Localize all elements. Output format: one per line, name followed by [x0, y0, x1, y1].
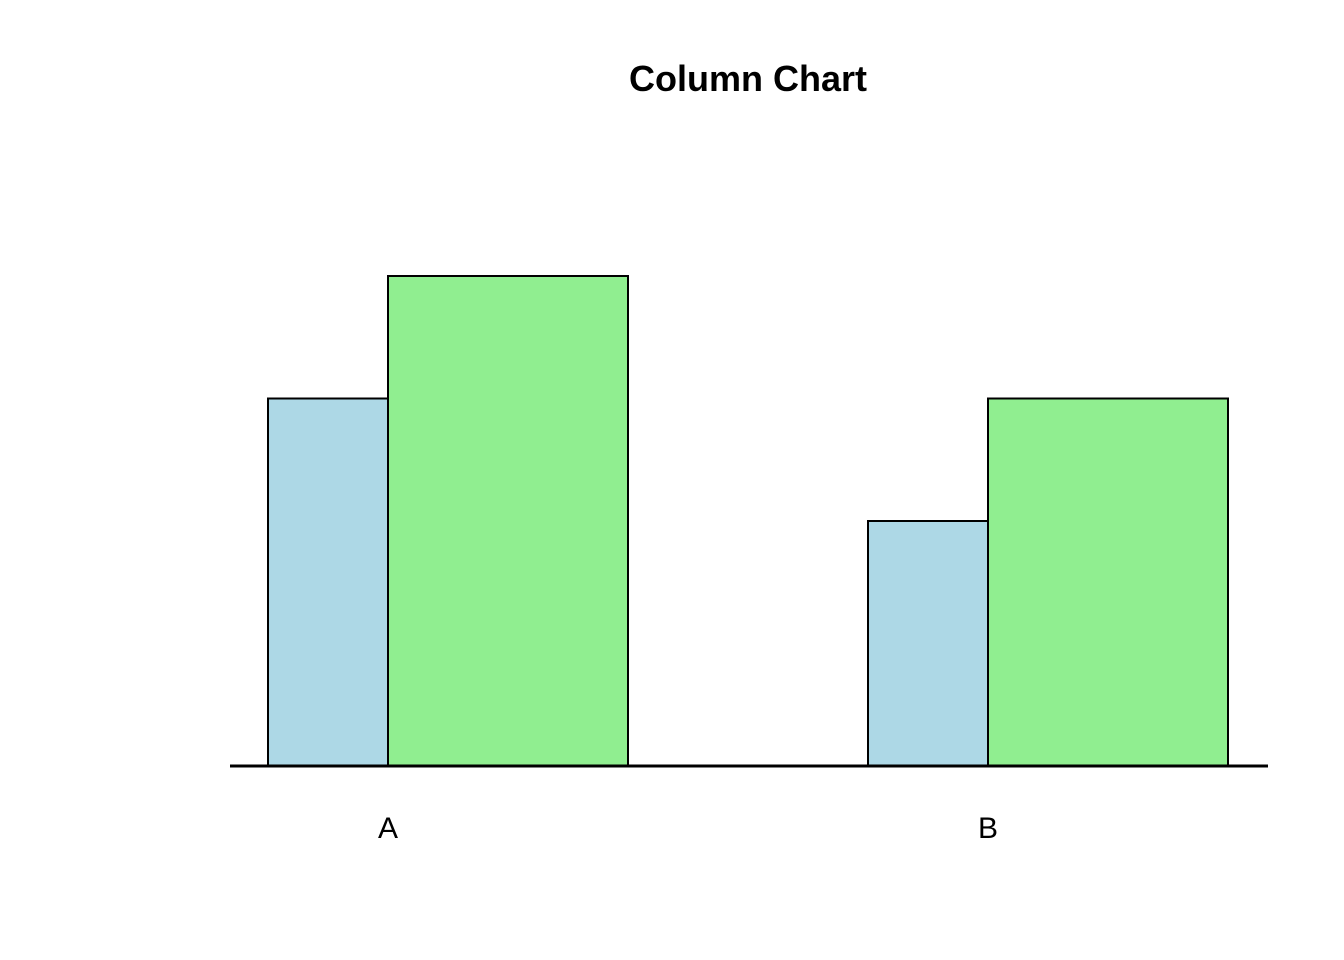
chart-title: Column Chart: [629, 58, 867, 99]
bar-a-series-2: [387, 275, 629, 767]
category-label-a: A: [378, 812, 398, 845]
bar-b-series-2: [987, 397, 1229, 767]
category-label-b: B: [978, 812, 998, 845]
bar-b-series-1: [867, 520, 989, 767]
bars-layer: [267, 275, 1229, 767]
bar-a-series-1: [267, 397, 389, 767]
